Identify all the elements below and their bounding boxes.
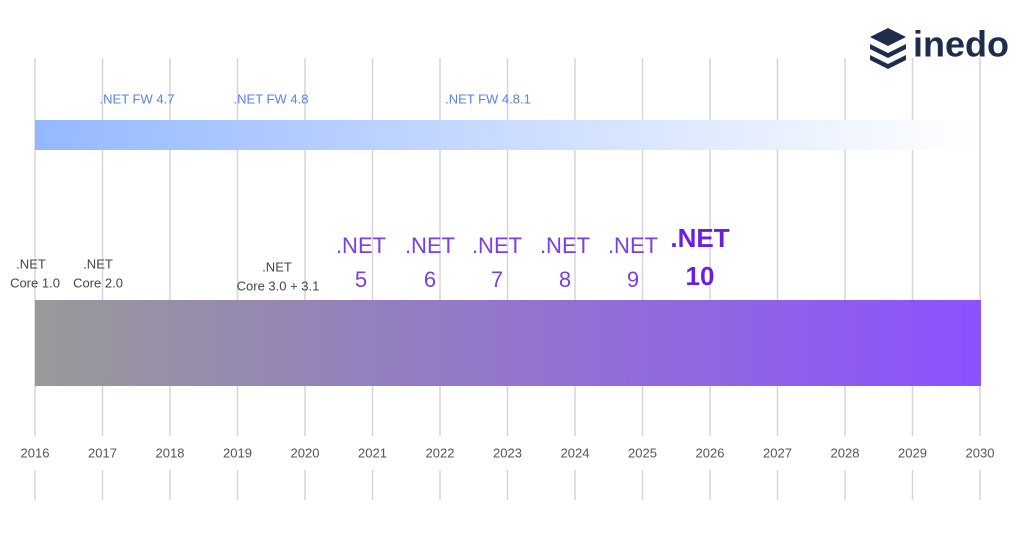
- version-label: 9: [627, 267, 639, 292]
- year-label: 2024: [561, 445, 590, 460]
- version-label: .NET: [472, 233, 522, 258]
- logo-icon: [870, 28, 906, 69]
- year-label: 2030: [966, 445, 995, 460]
- core-label: .NET: [83, 256, 113, 271]
- year-label: 2023: [493, 445, 522, 460]
- version-label: .NET: [670, 223, 729, 253]
- version-label: .NET: [405, 233, 455, 258]
- year-label: 2018: [156, 445, 185, 460]
- version-label: 10: [686, 261, 715, 291]
- year-label: 2026: [696, 445, 725, 460]
- core-label: Core 3.0 + 3.1: [237, 278, 320, 293]
- version-label: .NET: [608, 233, 658, 258]
- year-label: 2017: [88, 445, 117, 460]
- version-label: .NET: [540, 233, 590, 258]
- brand: inedo: [913, 24, 1009, 65]
- year-label: 2029: [898, 445, 927, 460]
- core-label: Core 1.0: [10, 275, 60, 290]
- core-bar: [35, 300, 981, 386]
- version-label: 8: [559, 267, 571, 292]
- year-label: 2021: [358, 445, 387, 460]
- year-label: 2028: [831, 445, 860, 460]
- year-label: 2016: [21, 445, 50, 460]
- year-label: 2025: [628, 445, 657, 460]
- fw-label: .NET FW 4.8.1: [445, 91, 531, 106]
- version-label: 5: [355, 267, 367, 292]
- framework-bar: [35, 120, 975, 150]
- fw-label: .NET FW 4.8: [234, 91, 309, 106]
- year-label: 2022: [426, 445, 455, 460]
- fw-label: .NET FW 4.7: [100, 91, 175, 106]
- year-label: 2027: [763, 445, 792, 460]
- core-label: Core 2.0: [73, 275, 123, 290]
- version-label: 6: [424, 267, 436, 292]
- core-label: .NET: [262, 259, 292, 274]
- version-label: .NET: [336, 233, 386, 258]
- year-label: 2019: [223, 445, 252, 460]
- year-label: 2020: [291, 445, 320, 460]
- core-label: .NET: [16, 256, 46, 271]
- version-label: 7: [491, 267, 503, 292]
